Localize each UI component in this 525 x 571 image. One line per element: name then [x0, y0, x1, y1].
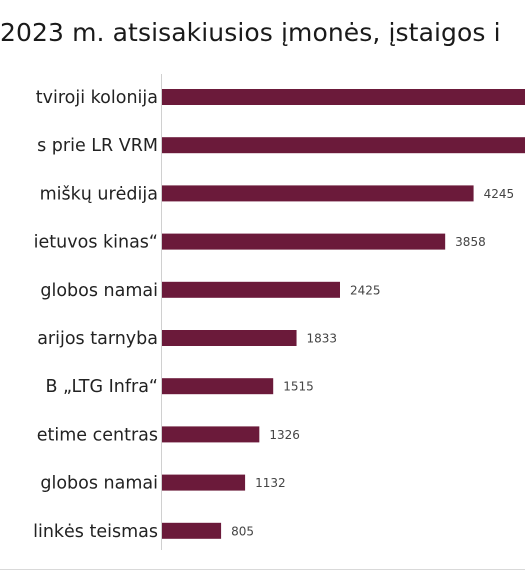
category-label: arijos tarnyba — [37, 329, 158, 349]
category-label: linkės teismas — [33, 522, 158, 542]
category-label: s prie LR VRM — [37, 136, 158, 156]
value-label: 1515 — [283, 380, 314, 394]
category-label: globos namai — [40, 474, 158, 494]
bar — [162, 137, 525, 154]
category-label: B „LTG Infra“ — [45, 377, 158, 397]
bar — [162, 233, 446, 250]
category-label: miškų urėdija — [40, 184, 158, 204]
bar — [162, 426, 260, 443]
bar — [162, 474, 246, 491]
category-label: tviroji kolonija — [36, 88, 158, 108]
value-label: 4245 — [484, 187, 515, 201]
value-label: 1326 — [269, 428, 300, 442]
category-label: globos namai — [40, 281, 158, 301]
value-label: 3858 — [455, 235, 486, 249]
bar — [162, 185, 474, 202]
bar — [162, 522, 222, 539]
value-label: 1132 — [255, 476, 286, 490]
bar — [162, 281, 340, 298]
category-label: etime centras — [37, 425, 158, 445]
value-label: 805 — [231, 524, 254, 538]
bar — [162, 330, 297, 346]
bar — [162, 89, 525, 105]
value-label: 2425 — [350, 283, 381, 297]
bar — [162, 378, 274, 395]
category-label: ietuvos kinas“ — [34, 233, 158, 253]
chart-title: 2023 m. atsisakiusios įmonės, įstaigos i — [0, 18, 501, 47]
value-label: 1833 — [307, 332, 338, 346]
